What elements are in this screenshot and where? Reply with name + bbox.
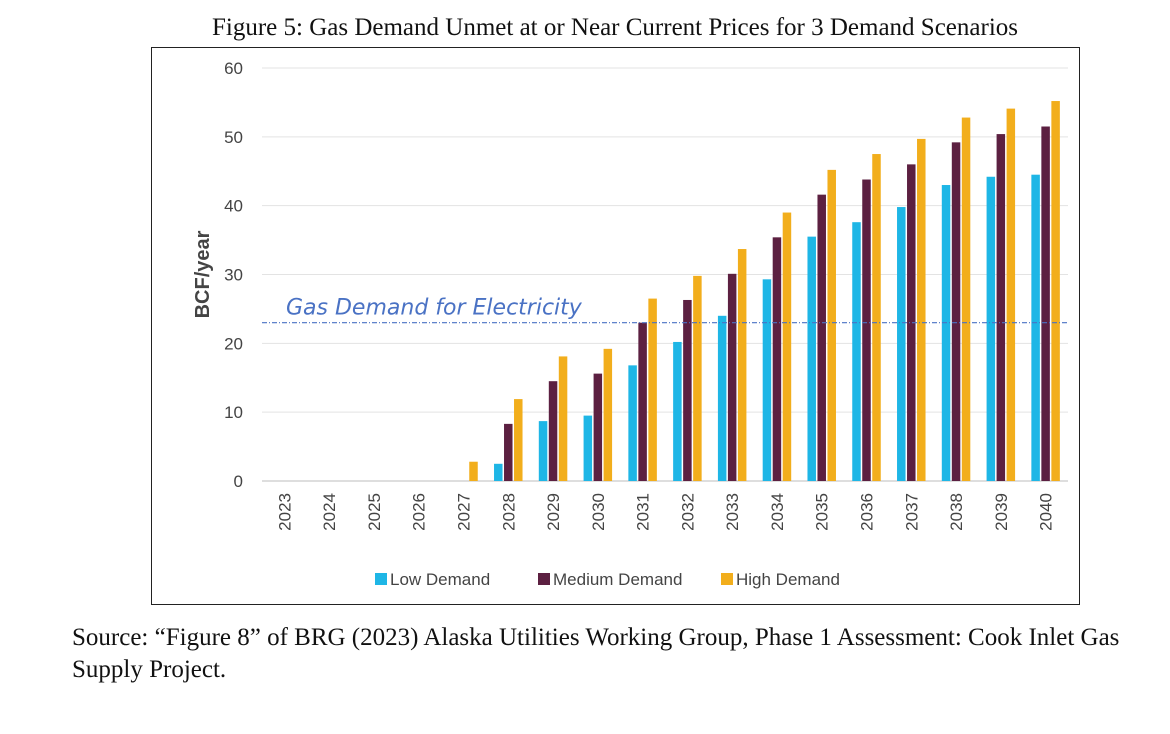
x-tick-label: 2029: [544, 493, 563, 531]
annotation-layer: Gas Demand for Electricity: [262, 296, 1068, 324]
bar-high-demand: [469, 461, 478, 481]
bar-high-demand: [872, 154, 881, 481]
legend-swatch: [375, 573, 387, 585]
x-tick-label: 2023: [275, 493, 294, 531]
legend-swatch: [538, 573, 550, 585]
x-tick-label: 2039: [992, 493, 1011, 531]
x-tick-label: 2033: [723, 493, 742, 531]
bar-high-demand: [514, 399, 523, 481]
bar-high-demand: [558, 356, 568, 481]
legend-label: Low Demand: [390, 570, 490, 589]
x-tick-label: 2028: [499, 493, 518, 531]
y-tick-label: 0: [234, 472, 243, 491]
bar-low-demand: [807, 236, 816, 481]
legend-swatch: [721, 573, 733, 585]
gridlines: [262, 67, 1068, 482]
x-tick-label: 2034: [768, 493, 787, 531]
bar-medium-demand: [638, 322, 647, 481]
y-tick-label: 20: [224, 334, 243, 353]
bar-low-demand: [583, 415, 593, 481]
x-tick-label: 2036: [858, 493, 877, 531]
bar-medium-demand: [907, 164, 916, 481]
bars: [469, 101, 1060, 482]
x-tick-label: 2031: [634, 493, 653, 531]
figure-title: Figure 5: Gas Demand Unmet at or Near Cu…: [211, 14, 1019, 41]
x-tick-label: 2027: [455, 493, 474, 531]
x-tick-label: 2035: [813, 493, 832, 531]
bar-low-demand: [897, 207, 906, 481]
bar-high-demand: [782, 212, 792, 482]
y-tick-label: 10: [224, 403, 243, 422]
bar-high-demand: [693, 275, 702, 481]
x-tick-label: 2026: [410, 493, 429, 531]
legend-label: High Demand: [736, 570, 840, 589]
bar-low-demand: [941, 185, 951, 481]
bar-medium-demand: [1041, 126, 1050, 481]
x-tick-label: 2025: [365, 493, 384, 531]
bar-low-demand: [717, 315, 727, 481]
bar-medium-demand: [996, 134, 1006, 481]
legend: Low Demand Medium Demand High Demand: [375, 570, 840, 589]
bar-low-demand: [494, 463, 503, 481]
bar-high-demand: [917, 138, 926, 482]
bar-low-demand: [986, 176, 996, 482]
bar-high-demand: [961, 117, 971, 481]
bar-low-demand: [852, 222, 861, 482]
x-tick-label: 2040: [1037, 493, 1056, 531]
bar-high-demand: [603, 348, 613, 481]
x-tick-label: 2030: [589, 493, 608, 531]
bar-medium-demand: [683, 299, 692, 481]
x-tick-label: 2024: [320, 493, 339, 531]
x-tick-label: 2037: [902, 493, 921, 531]
bar-high-demand: [1051, 101, 1060, 481]
bar-high-demand: [827, 169, 836, 481]
bar-high-demand: [648, 298, 657, 481]
legend-label: Medium Demand: [553, 570, 682, 589]
bar-medium-demand: [951, 142, 961, 481]
annotation-label: Gas Demand for Electricity: [286, 296, 583, 321]
bar-low-demand: [673, 341, 682, 481]
bar-medium-demand: [862, 179, 871, 481]
x-tick-label: 2032: [678, 493, 697, 531]
y-tick-label: 30: [224, 266, 243, 285]
bar-medium-demand: [817, 194, 826, 482]
bar-low-demand: [1031, 174, 1040, 482]
bar-medium-demand: [727, 273, 737, 481]
y-tick-label: 60: [224, 59, 243, 78]
x-tick-label: 2038: [947, 493, 966, 531]
bar-medium-demand: [504, 423, 513, 481]
y-tick-label: 40: [224, 197, 243, 216]
bar-low-demand: [628, 365, 637, 481]
bar-medium-demand: [548, 381, 558, 481]
y-tick-label: 50: [224, 128, 243, 147]
bar-low-demand: [538, 421, 548, 481]
bar-medium-demand: [772, 237, 782, 481]
y-axis-label: BCF/year: [192, 230, 214, 318]
bar-medium-demand: [593, 373, 603, 481]
bar-low-demand: [762, 279, 772, 481]
bar-high-demand: [1006, 108, 1016, 481]
bar-high-demand: [737, 249, 747, 481]
source-caption: Source: “Figure 8” of BRG (2023) Alaska …: [72, 624, 1120, 683]
